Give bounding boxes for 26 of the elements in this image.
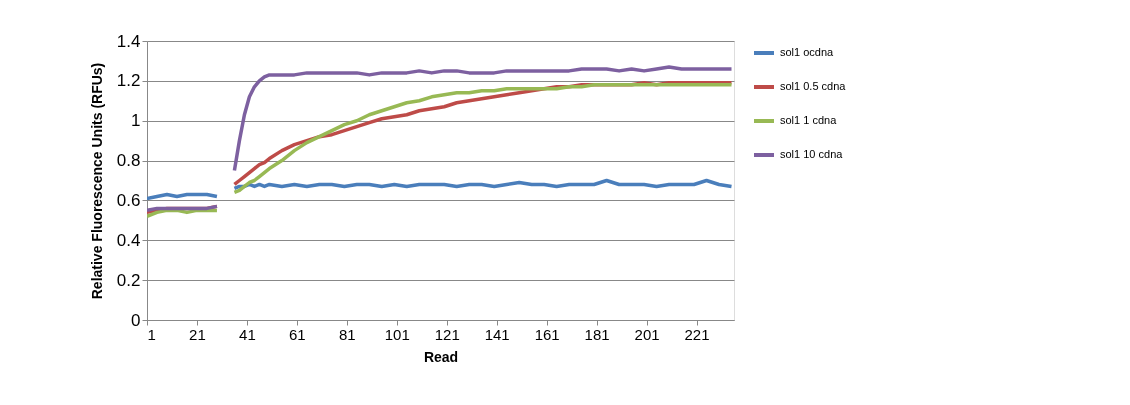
x-tick-label: 121 xyxy=(434,325,460,343)
y-tick-label: 0.6 xyxy=(116,190,141,210)
legend-label: sol1 1 cdna xyxy=(780,114,838,126)
x-tick-label: 201 xyxy=(634,325,660,343)
x-tick-label: 61 xyxy=(289,325,306,343)
x-tick-label: 181 xyxy=(584,325,610,343)
y-tick-label: 1.4 xyxy=(116,31,141,51)
x-tick-label: 101 xyxy=(384,325,410,343)
x-tick-label: 41 xyxy=(239,325,256,343)
x-tick-label: 21 xyxy=(189,325,206,343)
x-tick-label: 161 xyxy=(534,325,560,343)
x-axis-title: Read xyxy=(423,348,459,365)
y-tick-label: 1.2 xyxy=(116,71,141,91)
y-tick-label: 0.8 xyxy=(116,151,141,171)
x-tick-label: 221 xyxy=(684,325,710,343)
y-tick-label: 1 xyxy=(131,111,141,131)
x-tick-label: 81 xyxy=(338,325,356,343)
x-tick-label: 141 xyxy=(484,325,510,343)
x-tick-label: 1 xyxy=(147,325,156,343)
y-axis-title: Relative Fluorescence Units (RFUs) xyxy=(88,62,105,300)
y-tick-label: 0 xyxy=(131,310,141,330)
legend-label: sol1 ocdna xyxy=(780,46,835,58)
legend-label: sol1 10 cdna xyxy=(780,148,844,160)
legend-label: sol1 0.5 cdna xyxy=(780,80,847,92)
y-tick-label: 0.4 xyxy=(116,230,141,250)
y-tick-label: 0.2 xyxy=(116,270,141,290)
